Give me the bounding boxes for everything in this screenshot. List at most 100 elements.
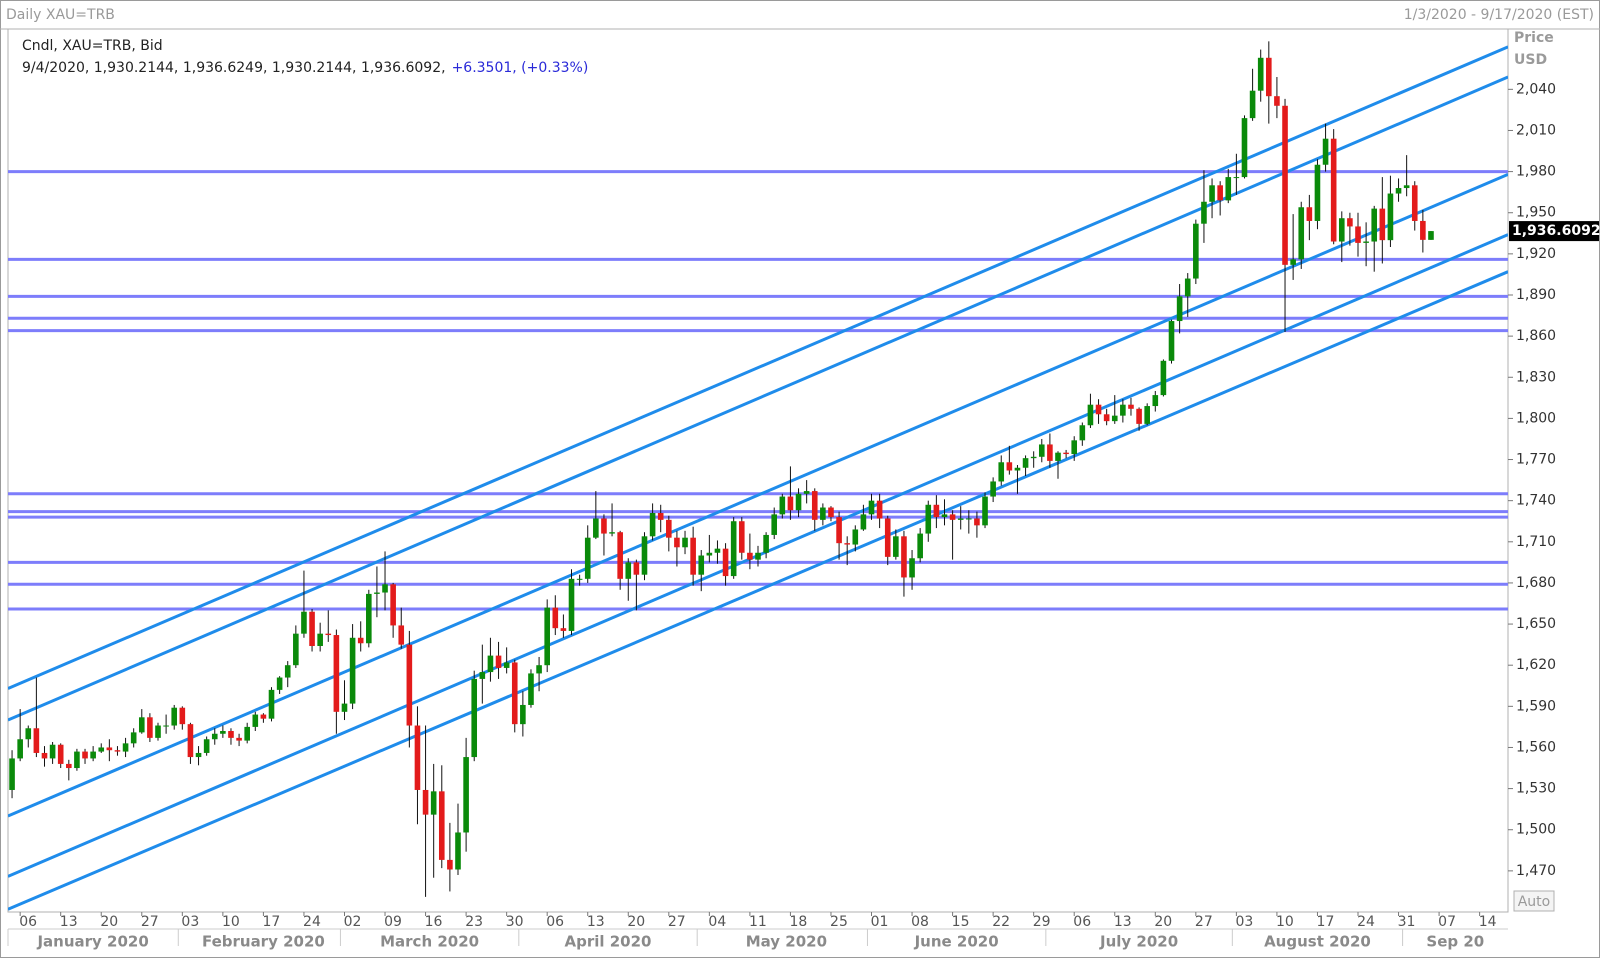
candle-body — [576, 578, 583, 580]
candle-body — [625, 562, 632, 579]
last-price-box — [1509, 221, 1599, 242]
candle-body — [552, 607, 559, 629]
candle-body — [1095, 404, 1102, 415]
candle-body — [1120, 404, 1126, 416]
candle-body — [957, 518, 964, 520]
candle-body — [147, 717, 153, 738]
candle-body — [1079, 425, 1086, 441]
candle-body — [747, 552, 753, 560]
candle-body — [1347, 218, 1353, 227]
x-tick-label: 25 — [830, 914, 848, 930]
candle-body — [609, 532, 615, 534]
y-tick-label: 1,560 — [1516, 739, 1556, 755]
y-axis-label: Price — [1514, 30, 1554, 46]
candle-body — [309, 611, 315, 647]
x-tick-label: 08 — [911, 914, 929, 930]
chart-title: Daily XAU=TRB — [6, 7, 115, 23]
candle-body — [811, 491, 818, 520]
candle-body — [901, 536, 907, 578]
y-tick-label: 1,590 — [1516, 698, 1556, 714]
y-tick-label: 1,860 — [1516, 328, 1556, 344]
x-tick-label: 20 — [1154, 914, 1172, 930]
candle-body — [317, 633, 323, 647]
x-tick-label: 23 — [465, 914, 483, 930]
candle-body — [503, 662, 510, 668]
candle-body — [617, 532, 623, 579]
x-tick-label: 10 — [222, 914, 240, 930]
x-tick-label: 27 — [1195, 914, 1213, 930]
x-tick-label: 09 — [384, 914, 402, 930]
legend-ohlc: 9/4/2020, 1,930.2144, 1,936.6249, 1,930.… — [22, 60, 588, 76]
candle-body — [1014, 467, 1021, 471]
x-tick-label: 24 — [1357, 914, 1375, 930]
y-tick-label: 1,770 — [1516, 452, 1556, 468]
candle-body — [49, 744, 56, 759]
candle-body — [1111, 415, 1118, 422]
candle-body — [130, 732, 137, 744]
candle-body — [1387, 193, 1394, 241]
y-tick-label: 1,500 — [1516, 822, 1556, 838]
candle-body — [933, 504, 940, 518]
candle-body — [414, 725, 421, 790]
candle-body — [220, 731, 226, 734]
y-tick-label: 1,620 — [1516, 657, 1556, 673]
candle-body — [1306, 207, 1313, 221]
y-tick-label: 1,740 — [1516, 493, 1556, 509]
y-tick-label: 2,040 — [1516, 81, 1556, 97]
candle-body — [1201, 201, 1207, 224]
y-tick-label: 1,710 — [1516, 534, 1556, 550]
x-tick-label: 03 — [181, 914, 199, 930]
candle-body — [138, 717, 145, 733]
candle-body — [690, 537, 696, 575]
plot-border — [7, 28, 1509, 913]
candle-body — [1298, 207, 1305, 260]
candle-body — [66, 763, 72, 769]
x-tick-label: 13 — [60, 914, 78, 930]
candle-body — [374, 592, 380, 594]
candle-body — [471, 678, 478, 758]
candle-body — [325, 633, 332, 636]
x-tick-label: 03 — [1235, 914, 1253, 930]
x-tick-label: 27 — [141, 914, 159, 930]
candle-body — [1160, 360, 1167, 396]
x-tick-label: 20 — [627, 914, 645, 930]
x-tick-label: 06 — [1073, 914, 1091, 930]
candle-body — [560, 628, 567, 631]
candle-body — [706, 552, 713, 556]
candle-body — [357, 637, 364, 644]
candle-body — [1176, 296, 1183, 322]
candle-body — [884, 518, 891, 557]
auto-button[interactable]: Auto — [1513, 890, 1555, 912]
candle-body — [1371, 208, 1378, 242]
candle-body — [1128, 404, 1134, 409]
candle-body — [1355, 226, 1361, 243]
x-tick-label: 20 — [100, 914, 118, 930]
legend-change: +6.3501, (+0.33%) — [452, 60, 589, 76]
trend-line — [8, 270, 1508, 911]
candle-body — [852, 529, 859, 545]
candle-body — [1274, 96, 1280, 106]
candle-body — [301, 611, 307, 634]
candle-body — [398, 625, 405, 645]
candle-body — [268, 689, 275, 719]
candle-body — [1038, 444, 1045, 457]
candle-body — [568, 578, 575, 631]
candle-body — [787, 496, 794, 511]
auto-button-label[interactable]: Auto — [1518, 894, 1551, 910]
candle-body — [1022, 458, 1029, 468]
candle-body — [114, 750, 121, 752]
candle-body — [779, 496, 786, 515]
candle-body — [1055, 452, 1061, 461]
x-tick-label: 22 — [992, 914, 1010, 930]
candle-body — [82, 751, 88, 759]
candle-body — [698, 555, 705, 575]
candle-body — [909, 558, 915, 578]
month-label: January 2020 — [36, 933, 148, 951]
candle-body — [203, 739, 210, 753]
x-tick-label: 24 — [303, 914, 321, 930]
candle-body — [1136, 408, 1142, 424]
auto-button-box[interactable] — [1513, 890, 1555, 912]
candle-body — [520, 704, 526, 725]
candle-body — [1225, 177, 1232, 201]
